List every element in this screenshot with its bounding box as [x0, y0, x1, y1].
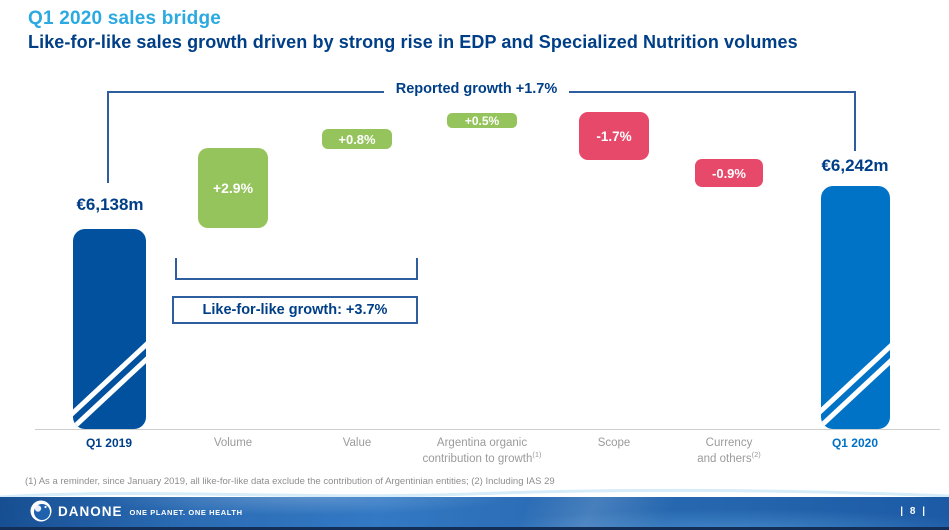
reported-growth-bracket-right-line: [569, 91, 856, 93]
bar-delta-label: +0.8%: [338, 131, 376, 147]
bar-volume: +2.9%: [198, 148, 268, 228]
lfl-bracket: [175, 258, 418, 280]
end-value-label: €6,242m: [821, 156, 889, 175]
bar-currency: -0.9%: [695, 159, 763, 187]
bar-q1-2019: [73, 229, 146, 429]
bar-delta-label: -1.7%: [596, 128, 632, 144]
page-number: | 8 |: [900, 506, 927, 517]
page-subtitle: Like-for-like sales growth driven by str…: [28, 32, 798, 52]
axis-label-q1-2020: Q1 2020: [831, 436, 879, 450]
reported-growth-bracket-left-drop: [107, 91, 109, 183]
axis-label-value: Value: [342, 437, 372, 449]
wave-decoration-icon: [0, 488, 949, 499]
axis-label-currency: Currency and others(2): [697, 437, 761, 466]
reported-growth-bracket-left-line: [107, 91, 384, 93]
footnote: (1) As a reminder, since January 2019, a…: [25, 476, 555, 487]
bar-delta-label: +2.9%: [212, 180, 254, 196]
axis-label-argentina: Argentina organic contribution to growth…: [422, 437, 542, 466]
danone-logo: DANONE ONE PLANET. ONE HEALTH: [30, 500, 243, 522]
page-title: Q1 2020 sales bridge: [28, 8, 222, 29]
bar-delta-label: +0.5%: [464, 113, 500, 128]
axis-label-q1-2019: Q1 2019: [85, 436, 133, 450]
bar-argentina: +0.5%: [447, 113, 517, 128]
start-value-label: €6,138m: [76, 195, 144, 214]
lfl-growth-box: Like-for-like growth: +3.7%: [172, 296, 418, 324]
brand-tagline: ONE PLANET. ONE HEALTH: [129, 507, 243, 517]
axis-label-volume: Volume: [213, 437, 253, 449]
brand-name: DANONE: [58, 503, 123, 519]
danone-logo-icon: [30, 500, 52, 522]
bar-value: +0.8%: [322, 129, 392, 149]
x-axis-line: [35, 429, 940, 430]
reported-growth-label: Reported growth +1.7%: [395, 81, 558, 97]
bar-scope: -1.7%: [579, 112, 649, 160]
footer-band: DANONE ONE PLANET. ONE HEALTH | 8 |: [0, 497, 949, 530]
break-stripe-icon: [73, 330, 146, 423]
bar-q1-2020: [821, 186, 890, 429]
reported-growth-bracket-right-drop: [854, 91, 856, 151]
axis-label-scope: Scope: [597, 437, 631, 449]
bar-delta-label: -0.9%: [712, 165, 746, 181]
